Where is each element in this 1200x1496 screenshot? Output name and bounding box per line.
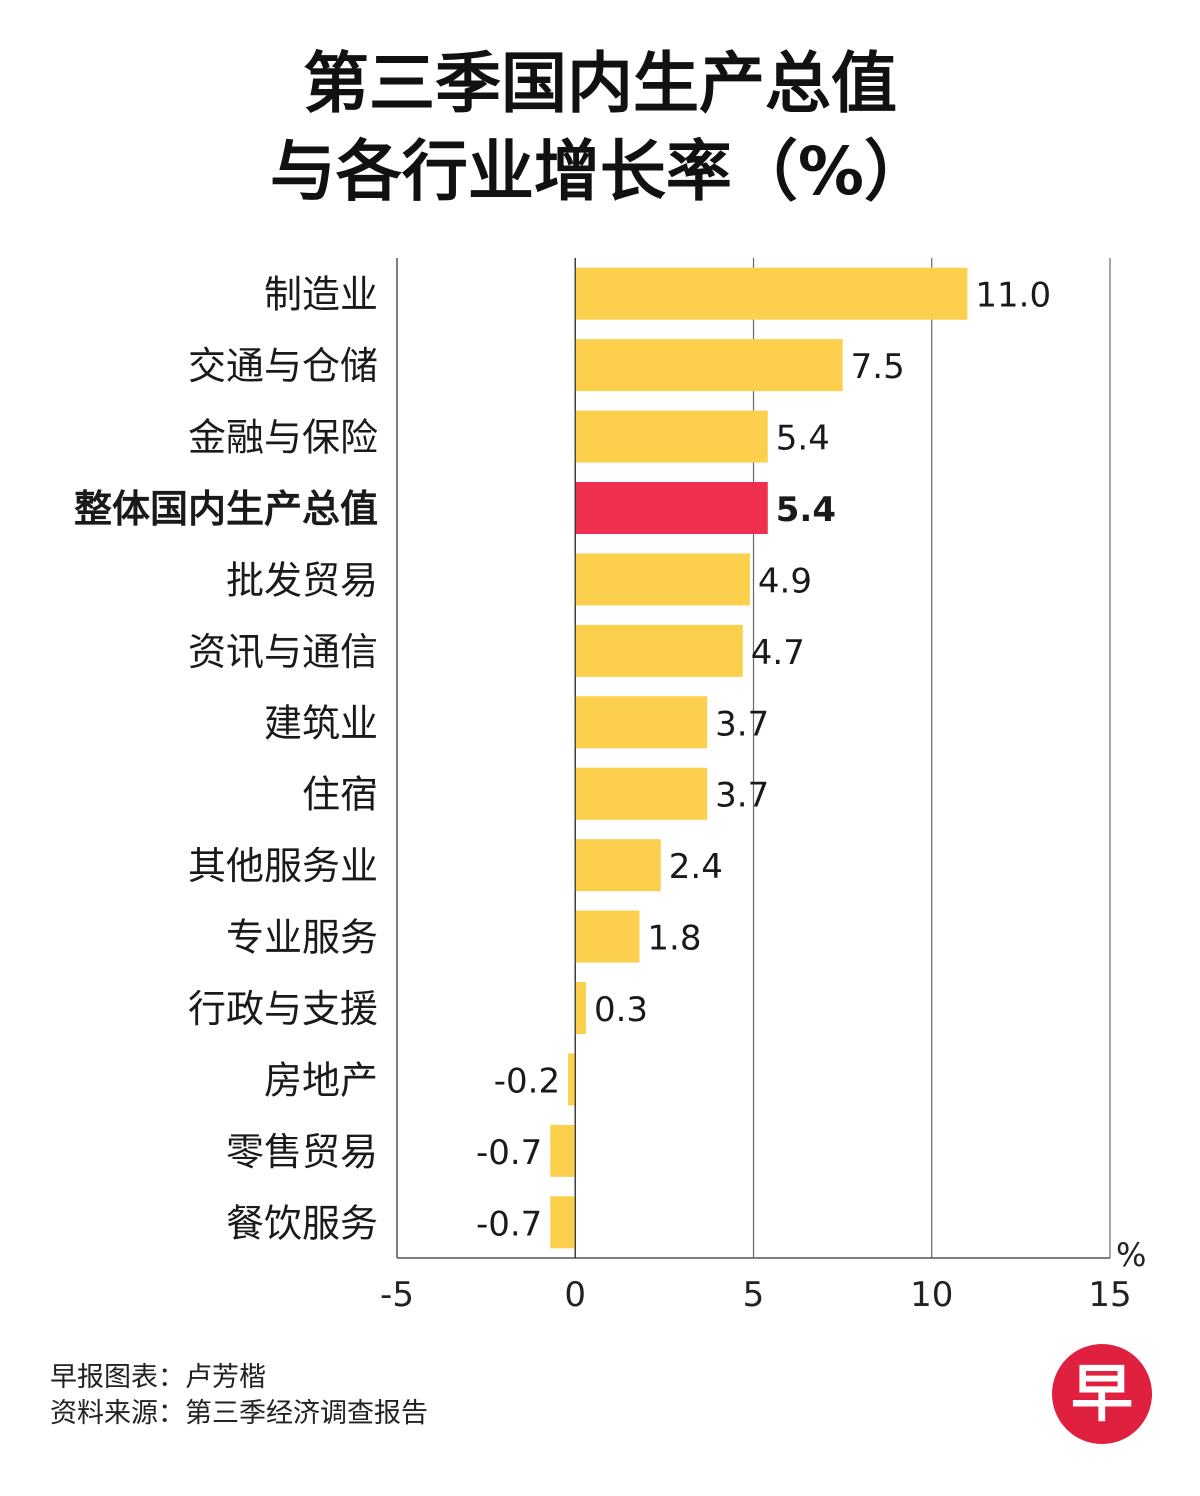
category-label-7: 住宿 [302, 773, 378, 817]
value-label-3: 5.4 [776, 490, 836, 530]
value-label-10: 0.3 [594, 990, 648, 1030]
value-label-13: -0.7 [476, 1204, 542, 1244]
value-label-11: -0.2 [494, 1061, 560, 1101]
category-label-2: 金融与保险 [188, 416, 378, 460]
category-label-6: 建筑业 [264, 701, 378, 745]
x-tick-label-0: -5 [380, 1275, 414, 1315]
bar-2 [575, 410, 768, 463]
chart-title-line1: 第三季国内生产总值 [303, 45, 897, 122]
chart-title: 第三季国内生产总值 与各行业增长率（%） [0, 40, 1200, 216]
category-label-12: 零售贸易 [226, 1130, 378, 1174]
value-label-12: -0.7 [476, 1133, 542, 1173]
chart-credit: 早报图表：卢芳楷 [50, 1362, 266, 1393]
x-tick-label-4: 15 [1088, 1275, 1131, 1315]
category-label-5: 资讯与通信 [188, 630, 378, 674]
value-label-0: 11.0 [975, 276, 1051, 316]
category-label-13: 餐饮服务 [226, 1201, 378, 1245]
bar-8 [575, 839, 661, 892]
chart-title-line2: 与各行业增长率（%） [269, 133, 931, 210]
x-tick-label-3: 10 [910, 1275, 953, 1315]
category-label-4: 批发贸易 [226, 558, 378, 602]
category-label-9: 专业服务 [226, 916, 378, 960]
bar-5 [575, 624, 743, 677]
bar-11 [568, 1053, 576, 1106]
value-label-2: 5.4 [776, 419, 830, 459]
value-label-8: 2.4 [669, 847, 723, 887]
x-tick-label-2: 5 [743, 1275, 765, 1315]
bar-13 [550, 1196, 576, 1249]
bar-10 [575, 982, 586, 1034]
bar-0 [575, 267, 968, 320]
value-label-4: 4.9 [758, 561, 812, 601]
value-label-9: 1.8 [647, 919, 701, 959]
category-label-10: 行政与支援 [188, 987, 378, 1031]
category-label-1: 交通与仓储 [188, 344, 378, 388]
value-label-7: 3.7 [715, 776, 769, 816]
value-label-1: 7.5 [851, 347, 905, 387]
bar-7 [575, 767, 708, 820]
x-tick-label-1: 0 [564, 1275, 586, 1315]
value-label-5: 4.7 [751, 633, 805, 673]
footer: 早报图表：卢芳楷 资料来源：第三季经济调查报告 [50, 1360, 428, 1432]
bar-1 [575, 339, 843, 392]
bar-4 [575, 553, 750, 606]
bar-3 [575, 482, 768, 534]
category-label-3: 整体国内生产总值 [74, 487, 378, 531]
bar-12 [550, 1124, 576, 1177]
bar-6 [575, 696, 708, 749]
bar-9 [575, 910, 640, 963]
category-label-0: 制造业 [264, 273, 378, 317]
zaobao-logo-icon: 早 [1052, 1344, 1152, 1444]
category-label-8: 其他服务业 [188, 844, 378, 888]
category-label-11: 房地产 [264, 1058, 378, 1102]
data-source: 资料来源：第三季经济调查报告 [50, 1398, 428, 1429]
value-label-6: 3.7 [715, 704, 769, 744]
x-unit-label: % [1116, 1236, 1146, 1274]
